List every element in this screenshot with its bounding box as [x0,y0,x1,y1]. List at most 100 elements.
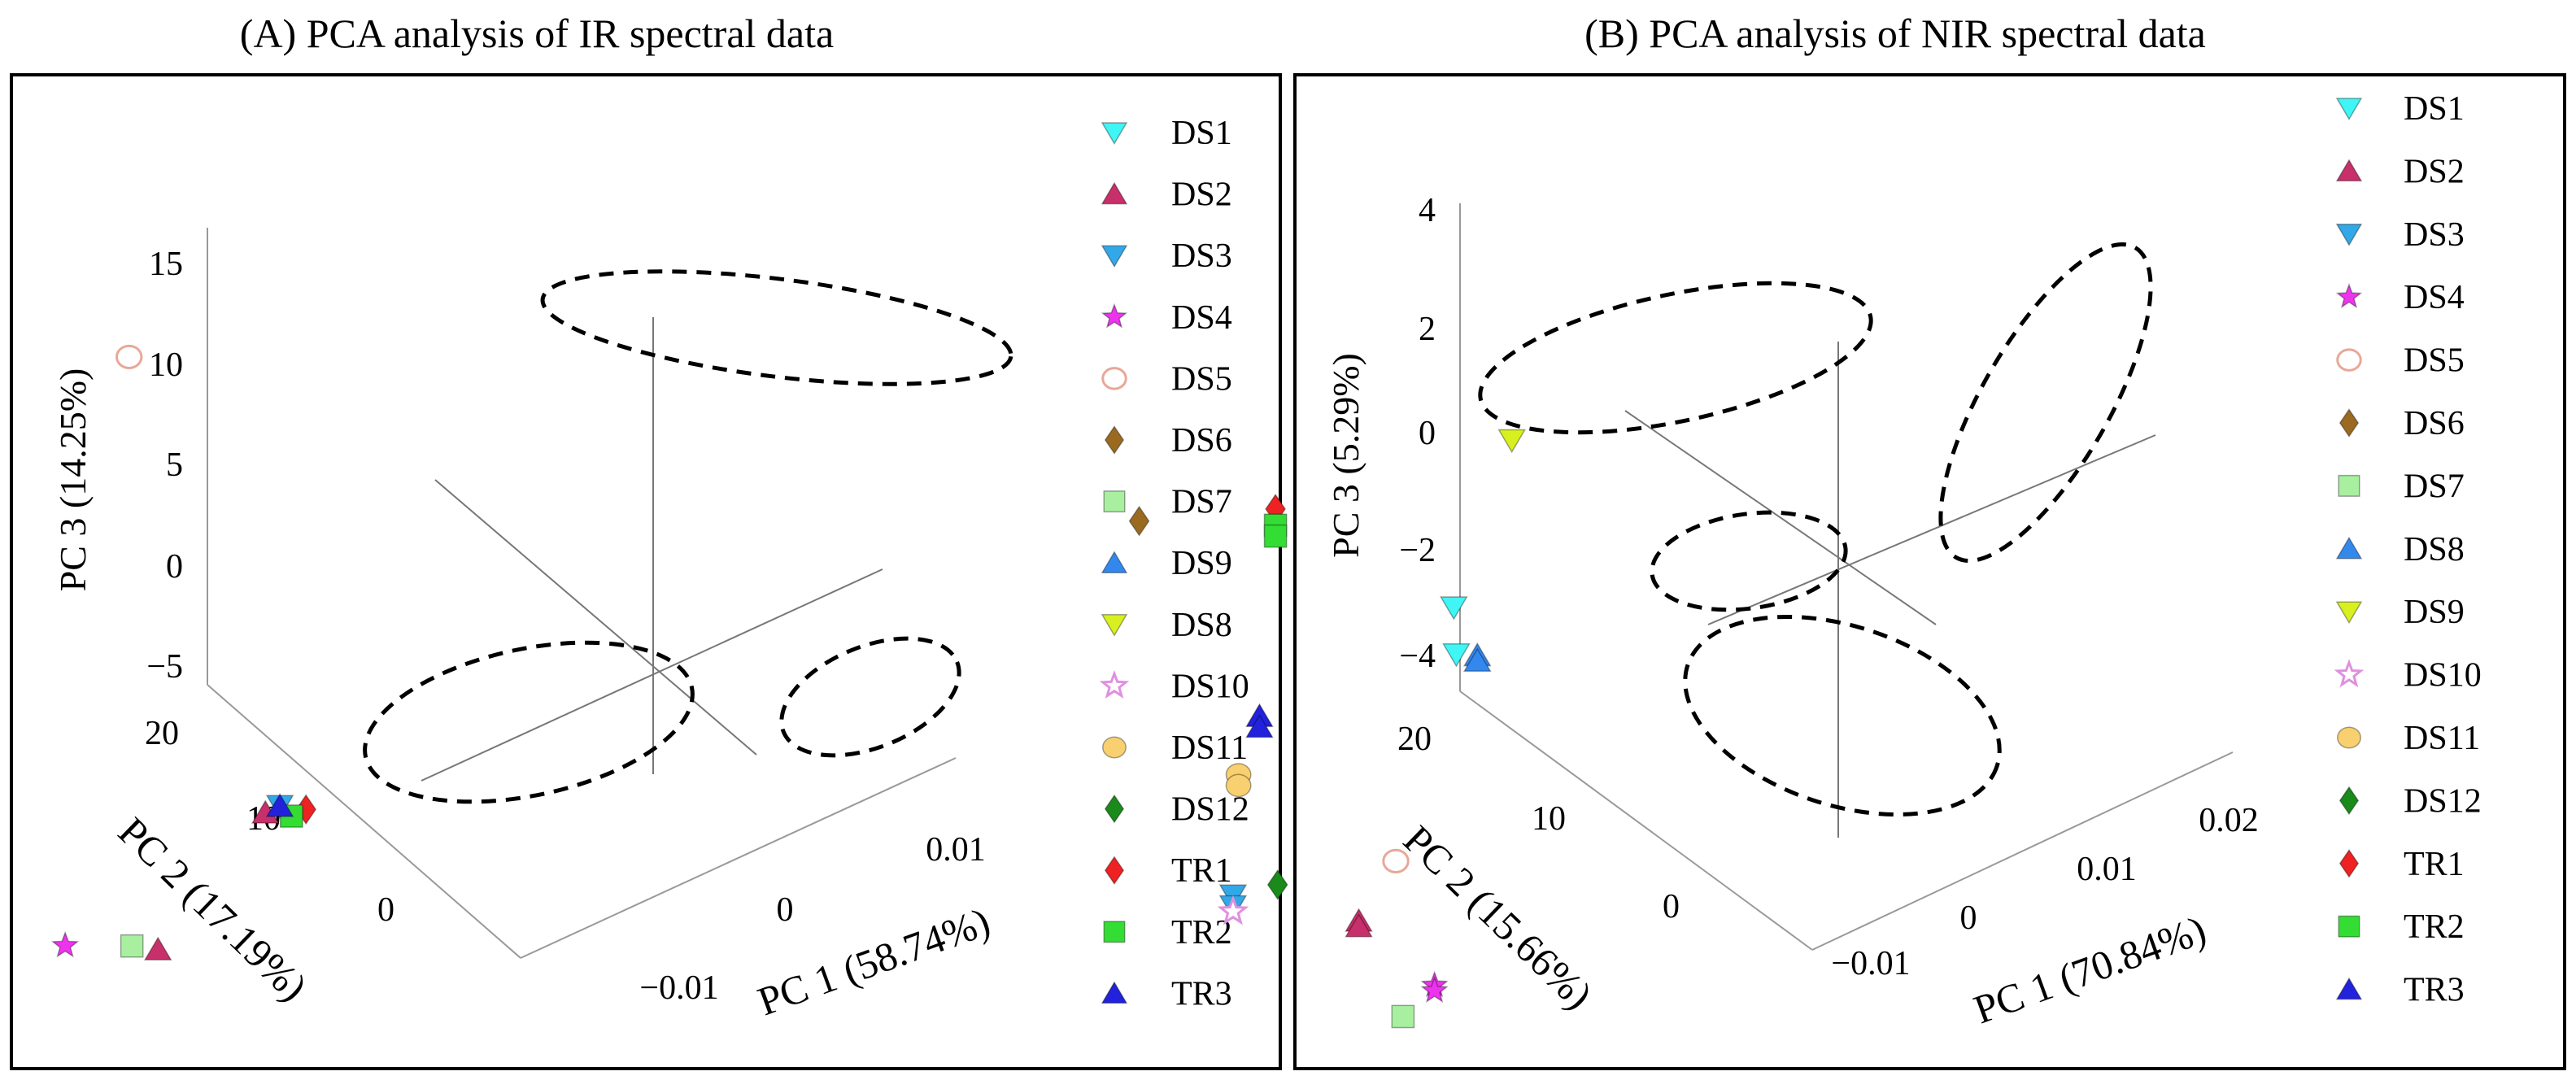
legend-label-ds2: DS2 [2404,153,2465,190]
legend-marker-ds3 [2335,224,2363,246]
y-tick-label: 10 [1532,800,1566,838]
legend-marker-ds4 [1101,303,1128,329]
legend-label-ds1: DS1 [2404,90,2465,128]
point-ds8 [1462,647,1492,673]
legend-label-ds11: DS11 [2404,720,2480,757]
legend-label-tr1: TR1 [1171,852,1232,890]
x-tick-label: −0.01 [1831,945,1910,982]
y-tick-label: 20 [1397,721,1432,758]
legend-marker-ds2 [2335,159,2363,182]
x-tick-label: 0 [777,891,794,929]
point-ds1 [1440,596,1468,621]
z-tick-label: 10 [149,346,183,384]
z-tick-label: −4 [1399,638,1436,675]
legend-label-ds12: DS12 [1171,791,1249,829]
panel-b-frame [1293,73,2566,1070]
x-tick-label: −0.01 [639,969,718,1007]
legend-label-tr2: TR2 [2404,908,2465,946]
panel-a-legend: DS1 DS2 DS3 DS4 DS5 DS6 DS7 DS9 DS8 DS10 DS11 DS12 T… [1099,115,1249,1012]
panel-b-x-label: PC 1 (70.84%) [1968,907,2212,1033]
legend-label-ds7: DS7 [2404,468,2465,505]
z-tick-label: 0 [1419,415,1436,452]
panel-b-legend: DS1 DS2 DS3 DS4 DS5 DS6 DS7 DS8 DS9 DS10 DS11 DS12 T… [2334,90,2482,1009]
panel-b-y-ticks: 20 10 0 [1397,721,1680,925]
cluster-ellipse [1683,614,2002,817]
legend-marker-ds1 [1101,122,1128,145]
panel-a-title: (A) PCA analysis of IR spectral data [240,11,834,56]
panel-b: (B) PCA analysis of NIR spectral data 4 … [1128,11,2566,1070]
point-ds10 [1217,895,1249,925]
legend-marker-ds12 [1104,794,1125,824]
legend-marker-ds7 [1103,490,1126,513]
point-tr1 [295,794,317,825]
legend-marker-ds2 [1101,181,1128,205]
legend-marker-tr3 [1101,981,1128,1004]
legend-label-ds7: DS7 [1171,484,1232,521]
legend-marker-ds7 [2338,474,2360,497]
panel-a-x-ticks: −0.01 0 0.01 [639,831,985,1007]
panel-a-z-label: PC 3 (14.25%) [52,368,94,592]
point-ds4 [1420,976,1449,1004]
x-tick-label: 0.02 [2199,802,2259,839]
panel-a-frame [10,73,1282,1070]
point-ds2 [1345,913,1373,938]
legend-marker-ds5 [1101,367,1127,390]
z-tick-label: −2 [1399,532,1436,569]
legend-marker-ds6 [1104,425,1125,455]
legend-marker-ds10 [1099,670,1130,699]
x-tick-label: 0.01 [926,831,986,869]
legend-label-ds8: DS8 [2404,531,2465,568]
legend-label-ds1: DS1 [1171,115,1232,152]
legend-label-ds4: DS4 [2404,279,2465,316]
legend-label-ds5: DS5 [1171,360,1232,398]
legend-marker-tr2 [2338,915,2360,938]
legend-label-ds9: DS9 [2404,594,2465,631]
legend-label-ds10: DS10 [1171,668,1249,705]
z-tick-label: −5 [146,648,183,686]
x-tick-label: 0 [1960,899,1977,937]
panel-b-markers [1128,429,1526,1029]
y-tick-label: 20 [145,715,179,752]
point-ds4 [50,930,80,958]
legend-label-ds9: DS9 [1171,545,1232,582]
point-tr2 [1263,524,1288,548]
panel-a: (A) PCA analysis of IR spectral data 15 … [10,11,1282,1070]
point-ds9 [1497,429,1526,454]
legend-marker-ds12 [2338,786,2360,816]
legend-label-ds6: DS6 [2404,405,2465,442]
legend-label-ds8: DS8 [1171,607,1232,644]
legend-label-tr2: TR2 [1171,914,1232,952]
panel-b-z-label: PC 3 (5.29%) [1325,353,1366,558]
y-tick-label: 0 [1663,888,1680,925]
legend-marker-ds9 [1101,551,1128,573]
z-tick-label: 15 [149,246,183,283]
z-tick-label: 4 [1419,192,1436,229]
panel-a-markers [50,344,317,960]
legend-label-ds3: DS3 [1171,237,1232,275]
legend-marker-ds8 [1101,614,1128,637]
legend-marker-ds9 [2335,601,2363,625]
cluster-ellipse [540,269,1013,386]
legend-marker-ds11 [2337,726,2361,749]
legend-label-ds2: DS2 [1171,176,1232,214]
cluster-ellipse [779,636,961,758]
legend-marker-ds1 [2335,98,2363,120]
legend-label-ds5: DS5 [2404,342,2465,380]
legend-marker-tr3 [2335,977,2363,1000]
panel-a-z-ticks: 15 10 5 0 −5 [146,246,183,686]
cluster-ellipse [1478,281,1873,435]
legend-label-ds6: DS6 [1171,422,1232,459]
legend-marker-tr1 [1104,856,1125,886]
point-ds5 [1382,848,1410,874]
legend-marker-ds5 [2336,348,2362,372]
legend-label-tr1: TR1 [2404,846,2465,883]
point-ds5 [115,344,143,370]
legend-marker-ds3 [1101,245,1128,268]
legend-marker-ds6 [2338,408,2360,438]
x-tick-label: 0.01 [2077,851,2137,888]
point-ds12 [1266,869,1288,900]
cluster-ellipse [1650,510,1848,612]
point-ds7 [1391,1004,1415,1029]
panel-a-y-label: PC 2 (17.19%) [110,808,316,1010]
